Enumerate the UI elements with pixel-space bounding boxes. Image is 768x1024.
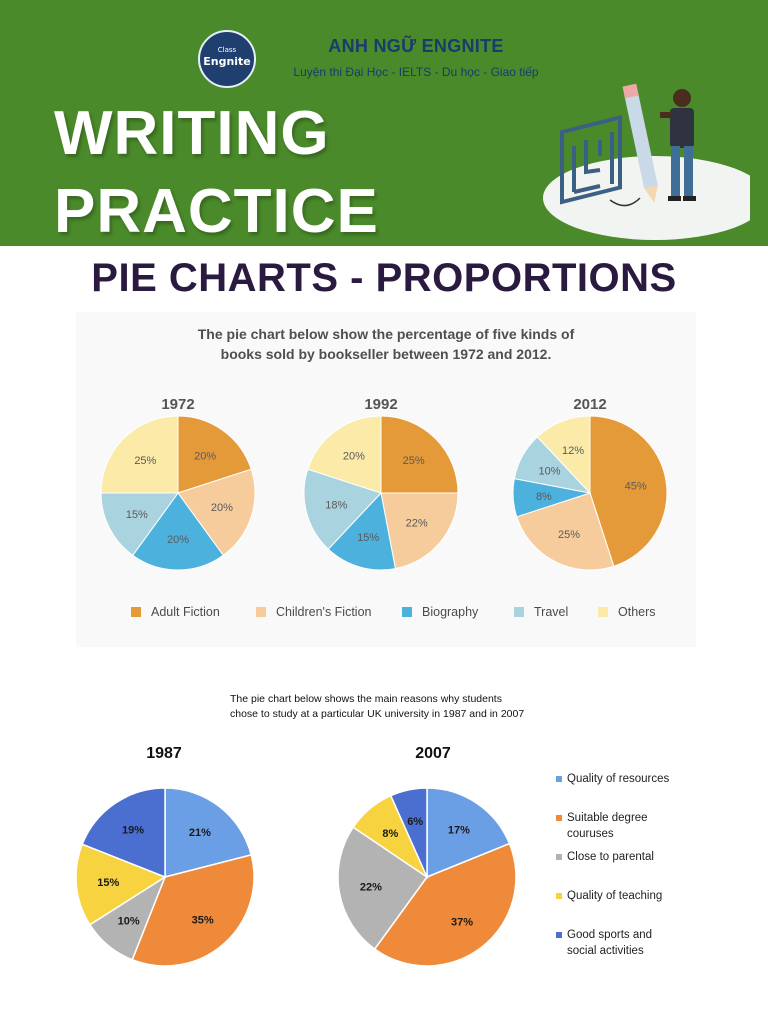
pie-data-label-quality-of-teaching: 8% bbox=[382, 828, 398, 840]
legend-item-quality-of-resources: Quality of resources bbox=[556, 771, 706, 787]
pie-data-label-children-s-fiction: 20% bbox=[211, 502, 233, 514]
legend-label: Good sports and social activities bbox=[567, 927, 652, 959]
brand-name: ANH NGỮ ENGNITE bbox=[276, 36, 556, 57]
books-chart-title: The pie chart below show the percentage … bbox=[76, 324, 696, 364]
legend-label: Quality of teaching bbox=[567, 888, 662, 904]
legend-swatch bbox=[556, 893, 562, 899]
legend-item-others: Others bbox=[598, 604, 656, 620]
pie-data-label-others: 20% bbox=[343, 450, 365, 462]
pie-data-label-quality-of-teaching: 15% bbox=[97, 877, 119, 889]
books-year-label-2012: 2012 bbox=[550, 396, 630, 413]
legend-item-biography: Biography bbox=[402, 604, 478, 620]
pie-data-label-children-s-fiction: 22% bbox=[406, 517, 428, 529]
pie-data-label-adult-fiction: 25% bbox=[403, 455, 425, 467]
legend-label: Children's Fiction bbox=[276, 605, 371, 619]
logo-brand-text: Engnite bbox=[200, 55, 254, 68]
pie-data-label-biography: 20% bbox=[167, 534, 189, 546]
pie-data-label-quality-of-resources: 17% bbox=[448, 825, 470, 837]
legend-label: Suitable degree couruses bbox=[567, 810, 648, 842]
pie-data-label-close-to-parental: 10% bbox=[118, 916, 140, 928]
section-title: PIE CHARTS - PROPORTIONS bbox=[0, 256, 768, 301]
pie-data-label-others: 25% bbox=[134, 455, 156, 467]
legend-item-suitable-degree-courses: Suitable degree couruses bbox=[556, 810, 706, 842]
legend-swatch bbox=[556, 776, 562, 782]
legend-swatch bbox=[256, 607, 266, 617]
pie-data-label-suitable-degree-couruses: 37% bbox=[451, 917, 473, 929]
legend-label: Others bbox=[618, 605, 656, 619]
pie-data-label-travel: 10% bbox=[538, 466, 560, 478]
pie-chart-1987: 21% 35% 10% 15% 19% bbox=[70, 786, 260, 968]
books-chart-title-line-2: books sold by bookseller between 1972 an… bbox=[76, 344, 696, 364]
logo-small-text: Class bbox=[200, 46, 254, 54]
legend-label: Travel bbox=[534, 605, 568, 619]
legend-item-quality-of-teaching: Quality of teaching bbox=[556, 888, 706, 904]
legend-item-close-to-parental: Close to parental bbox=[556, 849, 706, 865]
legend-label: Adult Fiction bbox=[151, 605, 220, 619]
legend-item-adult-fiction: Adult Fiction bbox=[131, 604, 220, 620]
books-year-label-1992: 1992 bbox=[341, 396, 421, 413]
pie-data-label-close-to-parental: 22% bbox=[360, 882, 382, 894]
legend-swatch bbox=[131, 607, 141, 617]
maze-pencil-illustration bbox=[530, 70, 750, 245]
pie-data-label-good-sports-and-social-activities: 19% bbox=[122, 825, 144, 837]
pie-data-label-adult-fiction: 45% bbox=[625, 481, 647, 493]
legend-swatch bbox=[556, 854, 562, 860]
reasons-year-label-2007: 2007 bbox=[393, 745, 473, 763]
legend-swatch bbox=[556, 932, 562, 938]
title-practice: PRACTICE bbox=[54, 176, 379, 246]
pie-data-label-children-s-fiction: 25% bbox=[558, 529, 580, 541]
legend-item-childrens-fiction: Children's Fiction bbox=[256, 604, 371, 620]
pie-data-label-travel: 18% bbox=[325, 499, 347, 511]
legend-label: Close to parental bbox=[567, 849, 654, 865]
pie-data-label-travel: 15% bbox=[126, 509, 148, 521]
pie-chart-1992: 25% 22% 15% 18% 20% bbox=[297, 414, 465, 572]
reasons-chart-title: The pie chart below shows the main reaso… bbox=[230, 692, 570, 722]
pie-chart-1972: 20% 20% 20% 15% 25% bbox=[94, 414, 262, 572]
legend-swatch bbox=[402, 607, 412, 617]
title-writing: WRITING bbox=[54, 98, 330, 169]
books-chart-title-line-1: The pie chart below show the percentage … bbox=[76, 324, 696, 344]
pie-chart-2012: 45% 25% 8% 10%12% bbox=[506, 414, 674, 572]
pie-chart-2007: 17% 37% 22% 8% 6% bbox=[332, 786, 522, 968]
pie-data-label-adult-fiction: 20% bbox=[194, 450, 216, 462]
legend-label: Quality of resources bbox=[567, 771, 669, 787]
reasons-year-label-1987: 1987 bbox=[124, 745, 204, 763]
legend-swatch bbox=[556, 815, 562, 821]
legend-item-good-sports: Good sports and social activities bbox=[556, 927, 706, 959]
pie-data-label-biography: 15% bbox=[357, 532, 379, 544]
legend-swatch bbox=[598, 607, 608, 617]
pie-data-label-others: 12% bbox=[562, 445, 584, 457]
engnite-logo: Class Engnite bbox=[198, 30, 256, 88]
header-banner: Class Engnite ANH NGỮ ENGNITE Luyện thi … bbox=[0, 0, 768, 246]
books-year-label-1972: 1972 bbox=[138, 396, 218, 413]
legend-label: Biography bbox=[422, 605, 478, 619]
pie-data-label-biography: 8% bbox=[536, 491, 552, 503]
pie-data-label-quality-of-resources: 21% bbox=[189, 827, 211, 839]
legend-swatch bbox=[514, 607, 524, 617]
pie-data-label-good-sports-and-social-activities: 6% bbox=[407, 816, 423, 828]
brand-tagline: Luyện thi Đại Học - IELTS - Du học - Gia… bbox=[276, 65, 556, 79]
legend-item-travel: Travel bbox=[514, 604, 568, 620]
pie-data-label-suitable-degree-couruses: 35% bbox=[192, 915, 214, 927]
reasons-chart-title-line-1: The pie chart below shows the main reaso… bbox=[230, 692, 570, 707]
reasons-chart-title-line-2: chose to study at a particular UK univer… bbox=[230, 707, 570, 722]
